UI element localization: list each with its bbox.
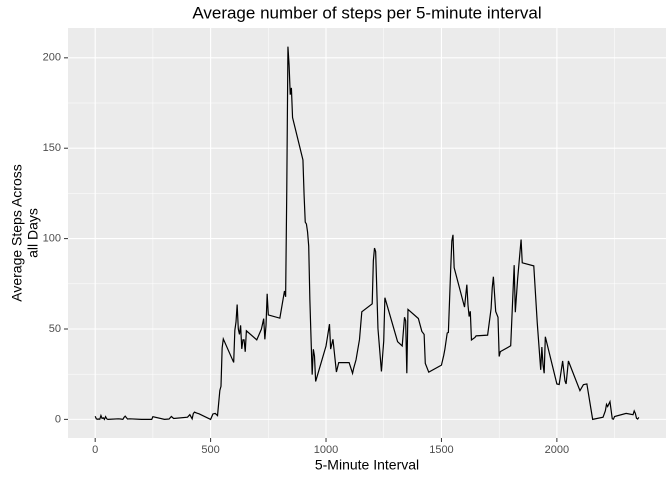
y-tick-label: 100 — [43, 233, 61, 245]
x-axis-title: 5-Minute Interval — [315, 457, 419, 473]
x-tick-label: 1000 — [314, 444, 338, 456]
x-tick-label: 500 — [201, 444, 219, 456]
x-tick-label: 1500 — [429, 444, 453, 456]
y-tick-label: 0 — [55, 413, 61, 425]
x-tick-label: 0 — [92, 444, 98, 456]
y-tick-label: 200 — [43, 52, 61, 64]
panel — [68, 28, 666, 438]
chart-title: Average number of steps per 5-minute int… — [192, 3, 541, 22]
y-axis-title: Average Steps Across — [9, 164, 25, 301]
y-axis-title: all Days — [25, 208, 41, 258]
y-tick-label: 50 — [49, 323, 61, 335]
data-line — [94, 46, 640, 421]
x-tick-label: 2000 — [545, 444, 569, 456]
y-tick-label: 150 — [43, 142, 61, 154]
